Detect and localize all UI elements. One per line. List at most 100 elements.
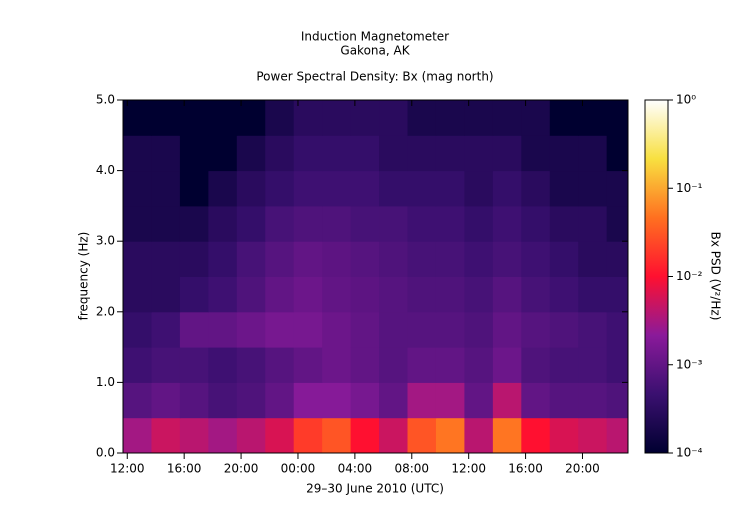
heatmap-cell [549, 311, 579, 348]
heatmap-cell [578, 311, 608, 348]
heatmap-cell [549, 170, 579, 207]
heatmap-cell [208, 100, 238, 136]
heatmap-cell [208, 241, 238, 277]
heatmap-cell [521, 311, 551, 348]
heatmap-cell [179, 276, 209, 313]
heatmap-cell [236, 100, 266, 136]
heatmap-cell [464, 382, 494, 419]
heatmap-cell [549, 276, 579, 313]
heatmap-cell [435, 100, 465, 136]
heatmap-cell [350, 276, 380, 313]
heatmap-cell [492, 311, 522, 348]
heatmap-cell [464, 170, 494, 207]
heatmap-cell [407, 417, 437, 453]
heatmap-cell [549, 417, 579, 453]
plot-frame [122, 99, 629, 454]
heatmap-cell [549, 100, 579, 136]
heatmap-cell [208, 311, 238, 348]
heatmap-cell [606, 205, 628, 242]
heatmap-cell [236, 205, 266, 242]
heatmap-cell [179, 311, 209, 348]
heatmap-cell [521, 170, 551, 207]
heatmap-cell [151, 205, 181, 242]
heatmap-cell [322, 100, 352, 136]
heatmap-cell [208, 135, 238, 172]
heatmap-cell [151, 170, 181, 207]
heatmap-cell [123, 135, 152, 172]
heatmap-cell [407, 170, 437, 207]
heatmap-cell [578, 347, 608, 383]
heatmap-cell [265, 135, 295, 172]
heatmap-cell [123, 100, 152, 136]
heatmap-cell [578, 205, 608, 242]
heatmap-cell [379, 311, 409, 348]
heatmap-cell [123, 241, 152, 277]
heatmap-cell [236, 170, 266, 207]
x-tick-label: 04:00 [338, 462, 373, 476]
heatmap-cell [492, 382, 522, 419]
colorbar-tick-label: 10⁻¹ [676, 181, 703, 195]
x-tick-label: 16:00 [508, 462, 543, 476]
heatmap-cell [322, 276, 352, 313]
heatmap-cell [521, 382, 551, 419]
x-axis-label: 29–30 June 2010 (UTC) [306, 482, 444, 496]
heatmap-cell [521, 241, 551, 277]
colorbar [644, 99, 669, 454]
heatmap-cell [322, 241, 352, 277]
heatmap [123, 100, 628, 453]
heatmap-cell [265, 100, 295, 136]
heatmap-cell [350, 417, 380, 453]
heatmap-cell [521, 417, 551, 453]
x-tick-label: 00:00 [281, 462, 316, 476]
heatmap-cell [606, 170, 628, 207]
colorbar-label: Bx PSD (V²/Hz) [709, 232, 723, 321]
heatmap-cell [549, 347, 579, 383]
heatmap-cell [350, 241, 380, 277]
heatmap-cell [464, 311, 494, 348]
heatmap-cell [549, 382, 579, 419]
y-tick-label: 5.0 [96, 93, 115, 107]
heatmap-cell [179, 241, 209, 277]
heatmap-cell [492, 276, 522, 313]
heatmap-cell [265, 170, 295, 207]
heatmap-cell [322, 170, 352, 207]
heatmap-cell [123, 417, 152, 453]
heatmap-cell [492, 205, 522, 242]
x-tick-label: 20:00 [565, 462, 600, 476]
heatmap-cell [151, 417, 181, 453]
heatmap-cell [208, 205, 238, 242]
heatmap-cell [464, 100, 494, 136]
heatmap-cell [123, 382, 152, 419]
heatmap-cell [236, 276, 266, 313]
heatmap-cell [521, 205, 551, 242]
heatmap-cell [179, 170, 209, 207]
heatmap-cell [293, 417, 323, 453]
heatmap-cell [179, 382, 209, 419]
heatmap-cell [293, 135, 323, 172]
heatmap-cell [578, 417, 608, 453]
heatmap-cell [521, 347, 551, 383]
heatmap-cell [407, 100, 437, 136]
y-tick-label: 2.0 [96, 304, 115, 318]
heatmap-cell [521, 276, 551, 313]
heatmap-cell [293, 100, 323, 136]
heatmap-cell [208, 276, 238, 313]
heatmap-cell [407, 347, 437, 383]
heatmap-cell [464, 347, 494, 383]
heatmap-cell [492, 100, 522, 136]
heatmap-cell [151, 100, 181, 136]
heatmap-cell [123, 311, 152, 348]
heatmap-cell [492, 417, 522, 453]
heatmap-cell [293, 276, 323, 313]
colorbar-tick-label: 10⁻⁴ [676, 446, 703, 460]
heatmap-cell [293, 347, 323, 383]
heatmap-cell [265, 311, 295, 348]
heatmap-cell [606, 276, 628, 313]
heatmap-cell [379, 347, 409, 383]
heatmap-cell [265, 276, 295, 313]
heatmap-cell [151, 311, 181, 348]
heatmap-cell [464, 276, 494, 313]
y-tick-label: 3.0 [96, 234, 115, 248]
x-tick-label: 08:00 [394, 462, 429, 476]
